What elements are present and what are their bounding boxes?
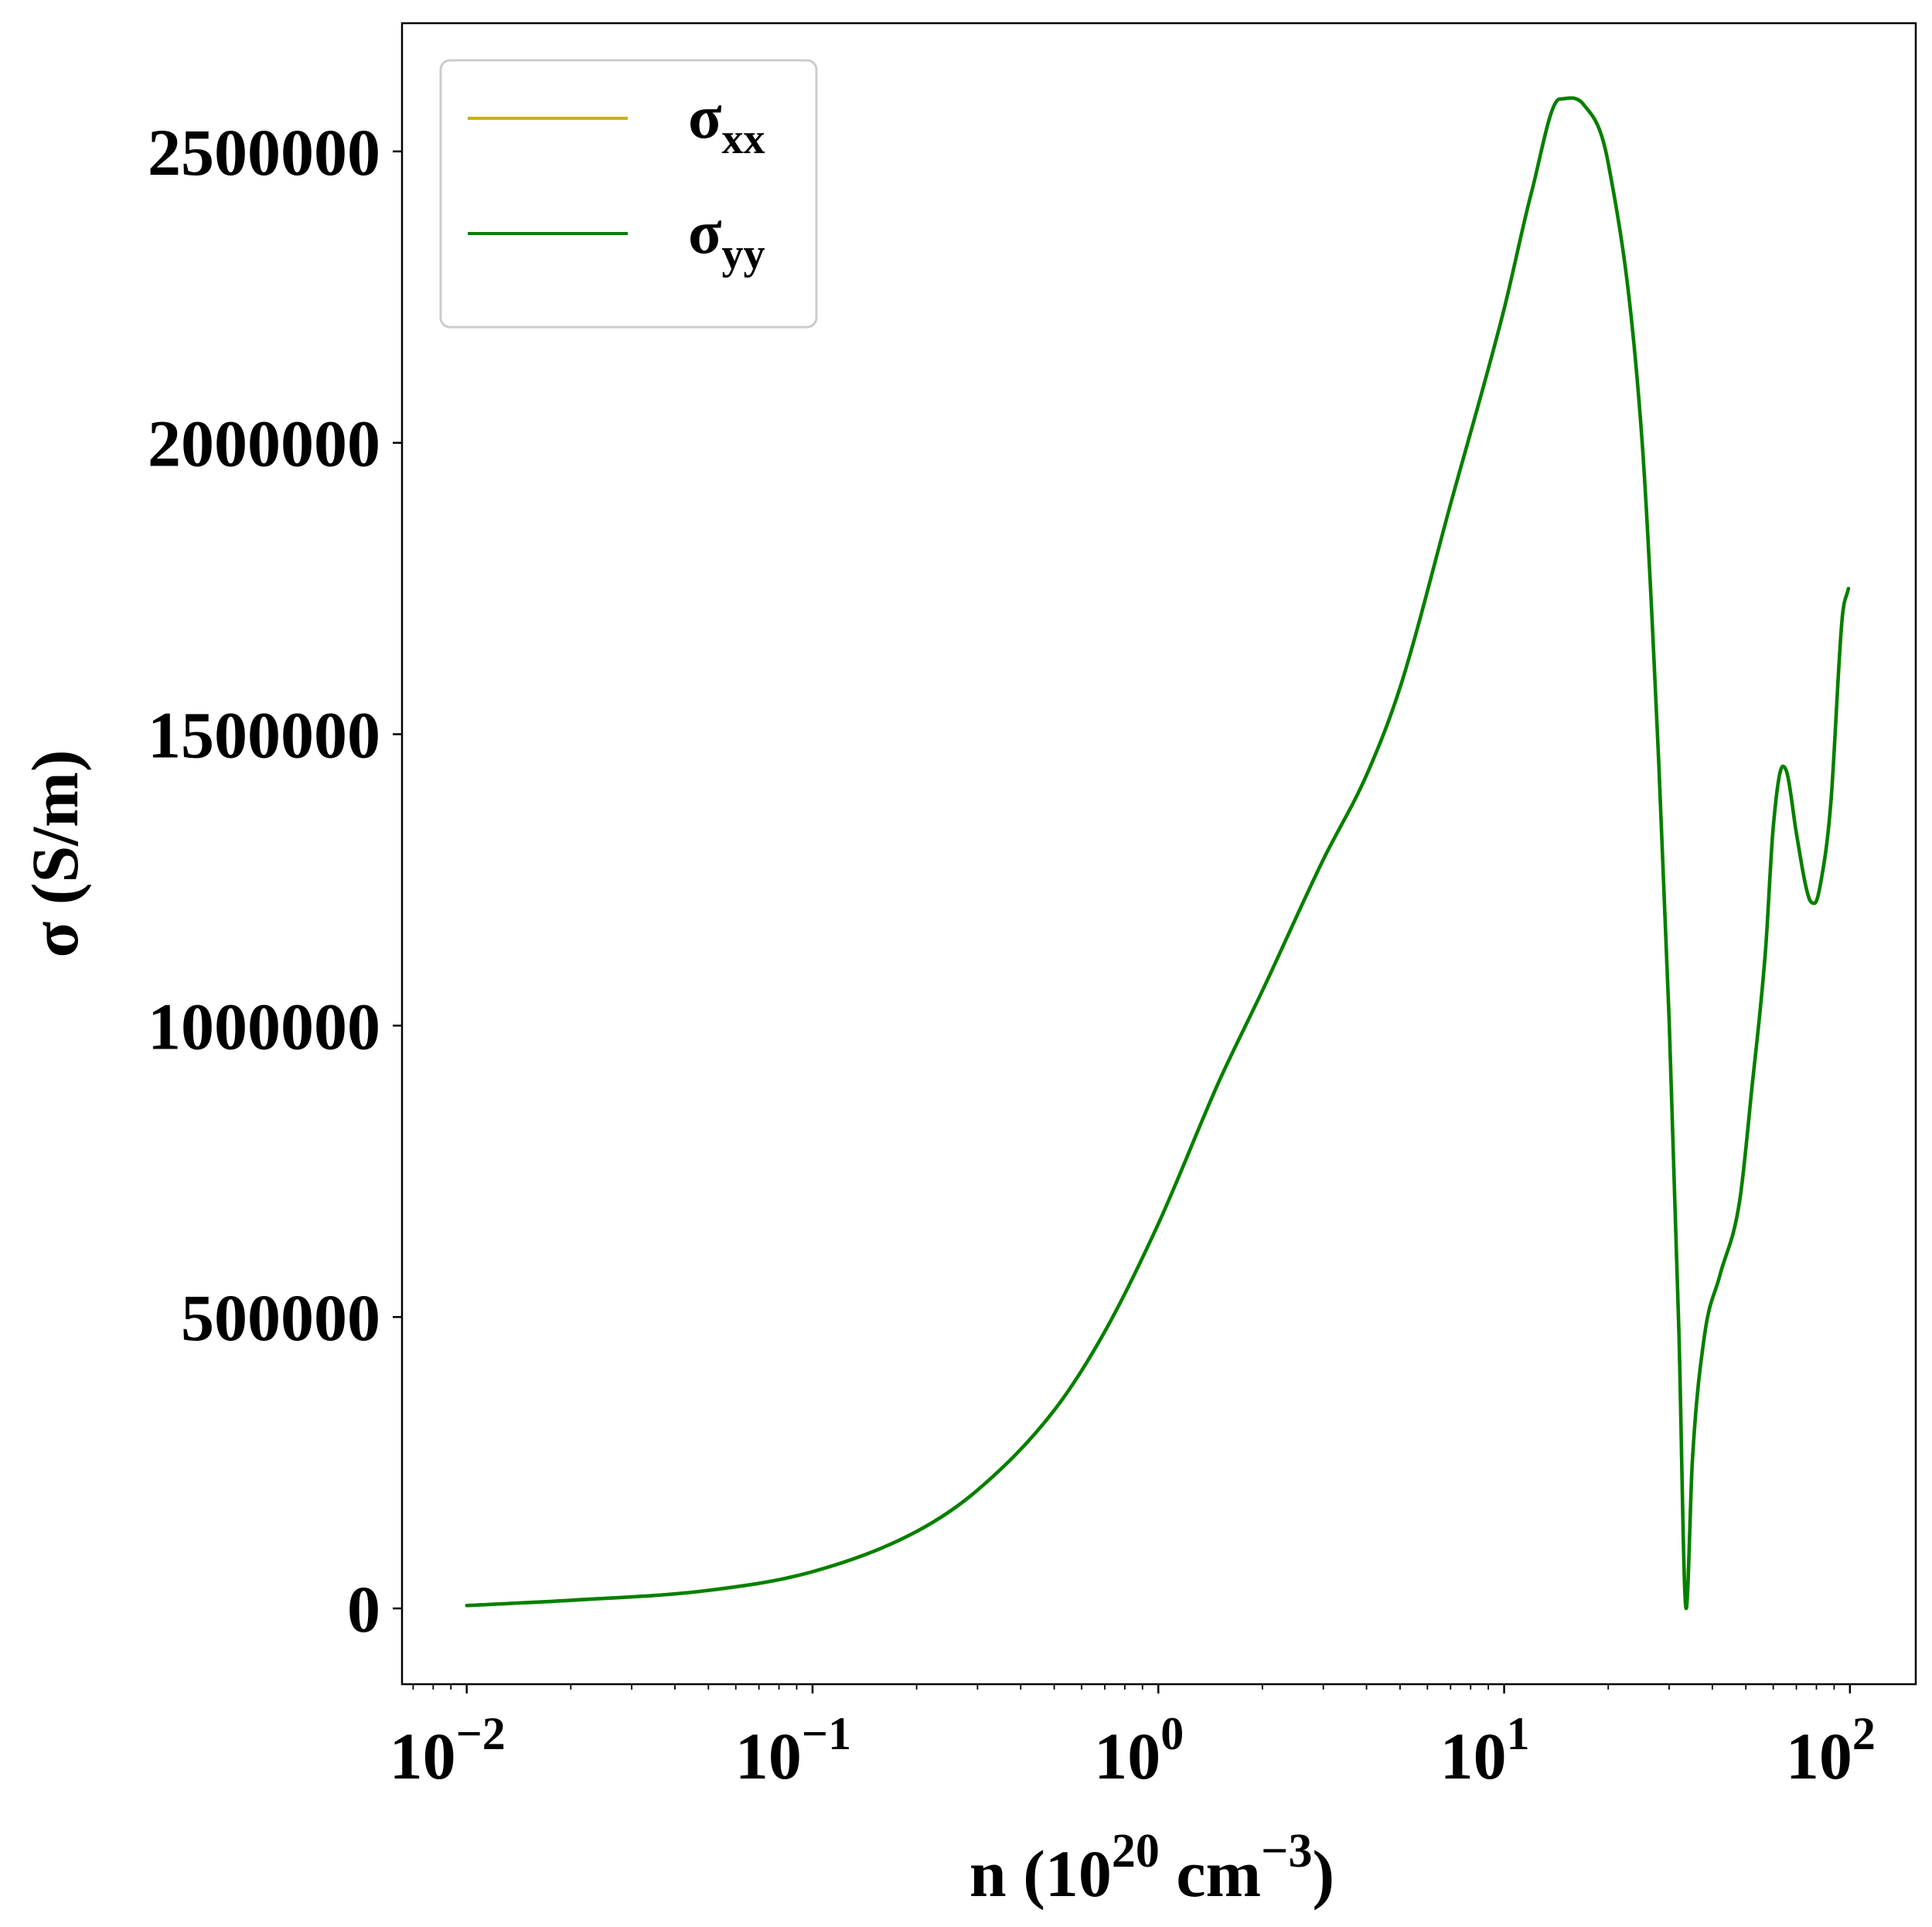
series-layer — [465, 96, 1851, 1611]
x-tick-label: 10−1 — [735, 1708, 851, 1793]
x-axis-label: n (1020 cm−3) — [969, 1825, 1334, 1911]
y-tick-label: 1500000 — [148, 697, 380, 772]
x-tick-label: 102 — [1786, 1708, 1876, 1793]
legend-label-sigma-yy: σyy — [688, 199, 765, 278]
legend-box — [439, 59, 818, 329]
x-axis-ticks: 10−2 10−1 100 101 102 — [390, 1684, 1876, 1793]
legend-label-sigma-xx: σxx — [688, 84, 765, 163]
legend: σxx σyy — [439, 59, 818, 329]
y-axis-label: σ (S/m) — [18, 750, 92, 958]
x-tick-label: 10−2 — [390, 1708, 506, 1793]
y-tick-label: 2500000 — [148, 115, 380, 189]
y-tick-label: 1000000 — [148, 989, 380, 1063]
y-tick-label: 2000000 — [148, 407, 380, 481]
y-axis-ticks: 0 500000 1000000 1500000 2000000 2500000 — [148, 115, 402, 1646]
x-tick-label: 100 — [1094, 1708, 1184, 1793]
y-tick-label: 0 — [347, 1572, 380, 1646]
series-line-sigma-yy — [465, 96, 1851, 1611]
y-tick-label: 500000 — [181, 1281, 380, 1355]
x-tick-label: 101 — [1440, 1708, 1530, 1793]
